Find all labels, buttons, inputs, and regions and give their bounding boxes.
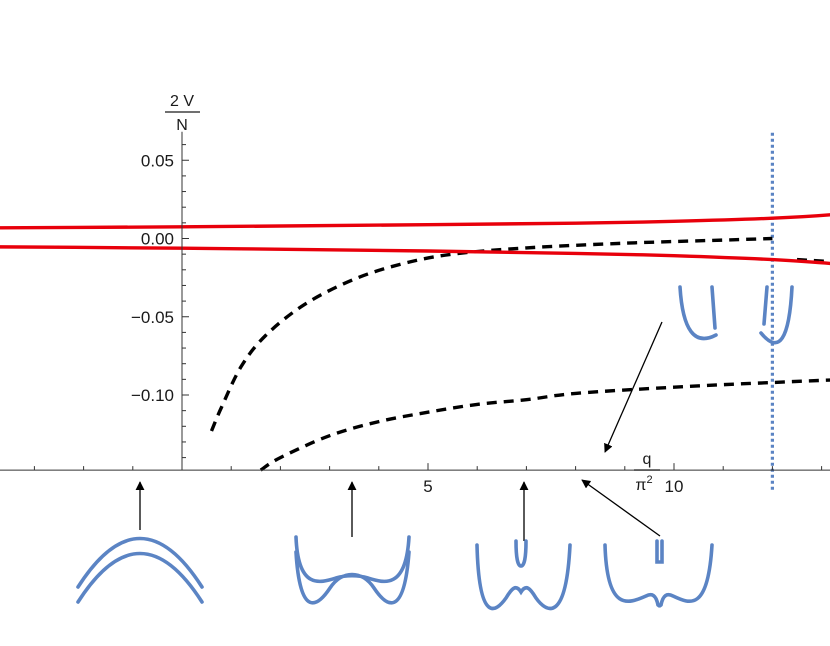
x-axis-label: q π2 — [634, 451, 660, 494]
inset-3-outer-curve — [475, 543, 572, 611]
dashed-curve-2 — [209, 236, 773, 432]
y-label-numerator: 2 V — [170, 93, 194, 110]
inset-5-left-stub — [710, 285, 717, 330]
y-tick-label: −0.10 — [131, 386, 174, 405]
y-tick-label: −0.05 — [131, 308, 174, 327]
inset-4-outer-curve — [603, 543, 714, 608]
x-ticks: −551015 — [33, 463, 823, 496]
annotation-arrow-5 — [604, 321, 663, 453]
inset-4-spike — [655, 539, 664, 564]
x-label-denominator-sup: 2 — [646, 474, 652, 486]
red-curve-0 — [0, 213, 830, 230]
inset-5-left-branch — [678, 285, 718, 341]
x-label-denominator: π2 — [635, 474, 652, 494]
inset-1-upper-curve — [76, 536, 204, 589]
x-label-denominator-base: π — [635, 477, 646, 494]
annotation-arrow-4 — [581, 479, 661, 537]
x-tick-label: 10 — [665, 477, 684, 496]
y-axis-label: 2 V N — [165, 93, 200, 134]
y-tick-label: 0.05 — [141, 151, 174, 170]
inset-sketches — [76, 285, 794, 611]
series-layer — [0, 213, 830, 472]
x-label-numerator: q — [643, 451, 652, 468]
inset-2-outer-curve — [294, 550, 411, 605]
dashed-curve-4 — [259, 378, 830, 472]
y-label-denominator: N — [176, 117, 188, 134]
inset-5-right-branch — [759, 285, 794, 345]
y-ticks: 0.05 0.00 −0.05 −0.10 — [131, 144, 189, 459]
y-tick-label: 0.00 — [141, 230, 174, 249]
x-tick-label: 5 — [423, 477, 432, 496]
axes: −551015 0.050.00−0.05−0.10 — [0, 131, 830, 496]
reference-lines — [770, 132, 775, 491]
inset-5-right-stub — [762, 285, 769, 326]
inset-3-inner-notch — [514, 539, 528, 568]
annotation-arrows — [135, 321, 663, 541]
inset-1-lower-curve — [76, 551, 204, 604]
red-curve-1 — [0, 245, 830, 266]
